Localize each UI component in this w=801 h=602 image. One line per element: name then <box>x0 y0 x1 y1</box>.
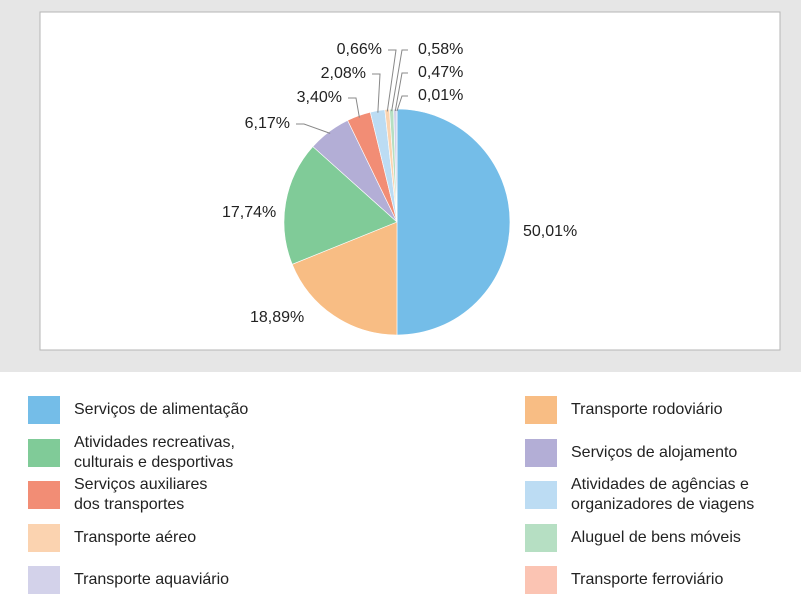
data-label: 6,17% <box>245 115 290 132</box>
legend-item: Transporte ferroviário <box>525 558 723 602</box>
legend-item: Serviços de alojamento <box>525 431 737 475</box>
data-label: 0,01% <box>418 87 463 104</box>
legend-swatch <box>525 524 557 552</box>
data-label: 50,01% <box>523 223 577 240</box>
data-label: 17,74% <box>222 204 276 221</box>
legend-item: Serviços auxiliares dos transportes <box>28 473 207 517</box>
leader-line <box>394 72 408 112</box>
legend-label: Transporte aéreo <box>74 529 197 546</box>
legend-item: Transporte aquaviário <box>28 558 229 602</box>
legend-item: Serviços de alimentação <box>28 388 248 432</box>
pie-slice <box>291 221 398 336</box>
legend-swatch <box>28 524 60 552</box>
legend-label: Transporte rodoviário <box>571 401 723 418</box>
legend-item: Transporte rodoviário <box>525 388 722 432</box>
pie-slice <box>396 108 511 336</box>
legend-item: Transporte aéreo <box>28 516 196 560</box>
legend-swatch <box>28 439 60 467</box>
legend-item: Atividades de agências e organizadores d… <box>525 473 754 517</box>
legend-swatch <box>525 566 557 594</box>
data-label: 18,89% <box>250 309 304 326</box>
leader-line <box>372 73 381 113</box>
legend-item: Atividades recreativas, culturais e desp… <box>28 431 235 475</box>
legend-label: Atividades de agências e organizadores d… <box>571 476 755 513</box>
legend-label: Serviços auxiliares dos transportes <box>74 476 208 513</box>
leader-line <box>396 95 408 112</box>
data-label: 0,47% <box>418 64 463 81</box>
data-label: 2,08% <box>321 65 366 82</box>
legend-swatch <box>28 481 60 509</box>
legend-label: Aluguel de bens móveis <box>571 529 741 546</box>
legend-label: Serviços de alojamento <box>571 444 738 461</box>
chart: 50,01% 18,89% 17,74% 6,17% 3,40% 2,08% 0,66% 0,… <box>39 11 781 351</box>
legend-label: Atividades recreativas, culturais e desp… <box>74 434 235 471</box>
legend-item: Aluguel de bens móveis <box>525 516 741 560</box>
data-label: 0,58% <box>418 41 463 58</box>
leader-line <box>296 123 331 134</box>
leader-line <box>386 49 397 112</box>
legend-swatch <box>525 396 557 424</box>
data-label: 0,66% <box>337 41 382 58</box>
leader-line <box>391 49 408 112</box>
legend-swatch <box>28 396 60 424</box>
legend-label: Serviços de alimentação <box>74 401 249 418</box>
data-label: 3,40% <box>297 89 342 106</box>
legend-swatch <box>28 566 60 594</box>
pie-slice <box>283 146 398 265</box>
legend-swatch <box>525 481 557 509</box>
leader-line <box>348 97 360 118</box>
legend-label: Transporte ferroviário <box>571 571 724 588</box>
legend-label: Transporte aquaviário <box>74 571 230 588</box>
legend-swatch <box>525 439 557 467</box>
